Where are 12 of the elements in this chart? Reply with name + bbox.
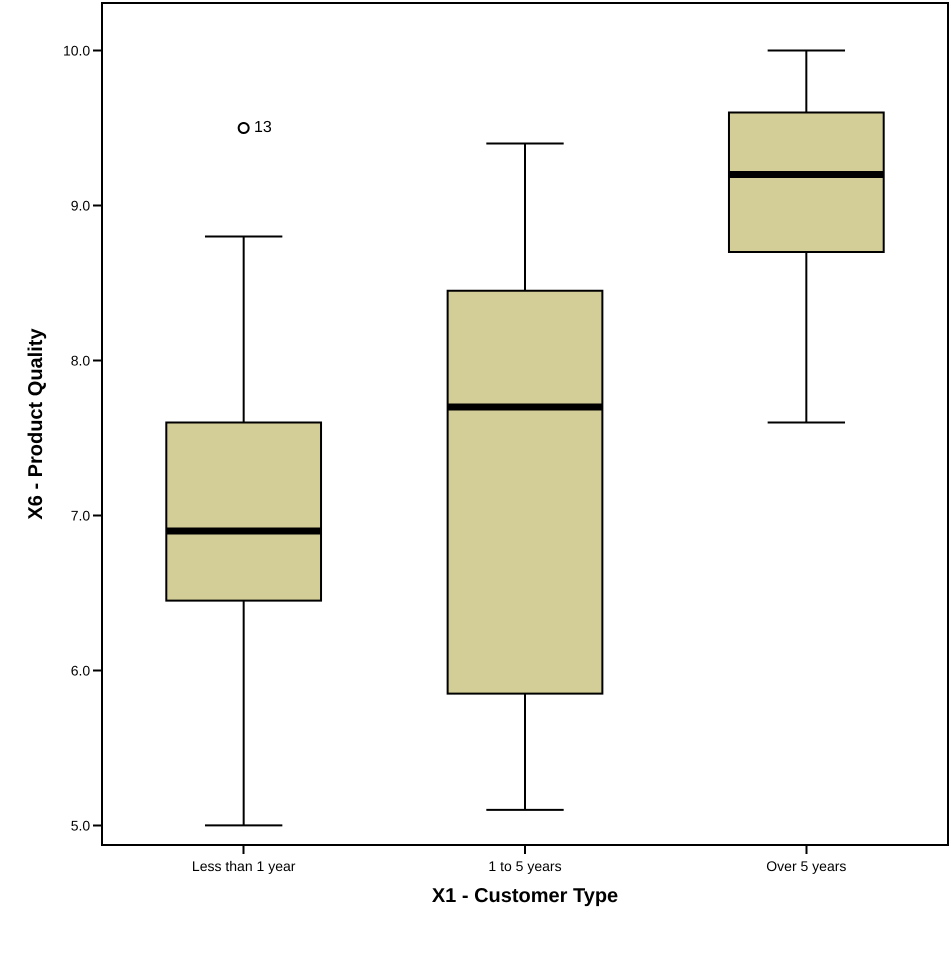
y-tick-label: 10.0 [62, 42, 90, 58]
annotation: 13 [254, 119, 272, 136]
x-tick-label: Less than 1 year [192, 858, 296, 874]
y-tick-label: 5.0 [70, 817, 90, 834]
y-axis-title: X6 - Product Quality [24, 328, 47, 520]
y-tick-label: 6.0 [70, 662, 90, 678]
y-tick-label: 7.0 [70, 507, 90, 524]
x-tick-label: Over 5 years [766, 858, 846, 874]
x-tick-label: 1 to 5 years [488, 858, 562, 874]
y-tick-label: 8.0 [70, 352, 90, 368]
y-tick-label: 9.0 [70, 197, 90, 214]
x-axis-title: X1 - Customer Type [432, 884, 618, 907]
